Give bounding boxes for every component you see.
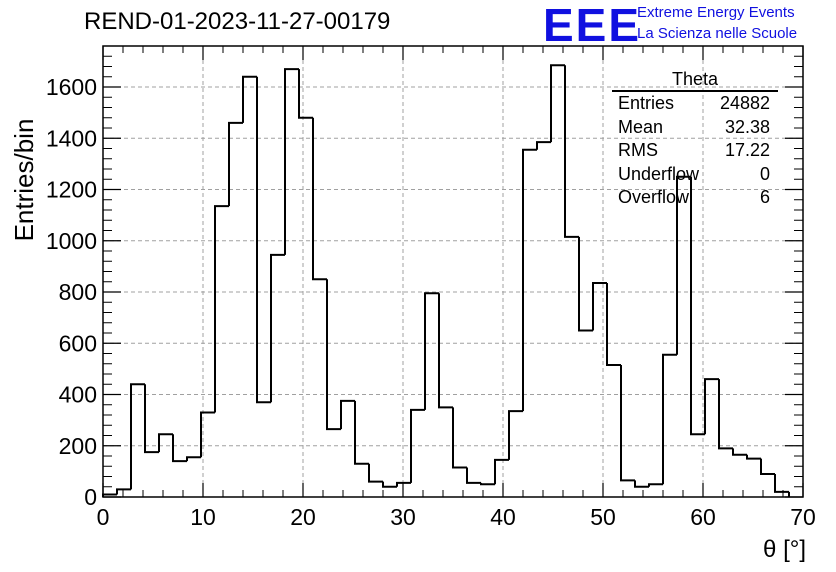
x-tick-label: 60	[690, 504, 716, 530]
stats-value: 24882	[719, 93, 770, 113]
x-tick-label: 40	[490, 504, 516, 530]
histogram-bin	[620, 365, 635, 482]
x-tick-label: 50	[590, 504, 616, 530]
histogram-bin	[676, 175, 691, 355]
histogram-bin	[368, 463, 383, 483]
y-tick-label: 200	[59, 433, 97, 459]
stats-row: Overflow 6	[608, 186, 778, 210]
stats-value: 32.38	[724, 116, 770, 137]
x-tick-label: 30	[390, 504, 416, 530]
histogram-bin	[382, 481, 397, 488]
x-tick-labels: 0 10 20 30 40 50 60 70	[97, 504, 816, 530]
histogram-bin	[564, 65, 579, 238]
histogram-bin	[214, 205, 229, 413]
histogram-bin	[172, 434, 187, 463]
histogram-bin	[536, 141, 551, 150]
histogram-bin	[200, 411, 215, 458]
run-title: REND-01-2023-11-27-00179	[84, 8, 391, 35]
histogram-bin	[130, 383, 145, 490]
stats-row: Underflow 0	[608, 163, 778, 187]
x-tick-label: 0	[97, 504, 110, 530]
histogram-bin	[326, 279, 341, 431]
y-tick-labels: 0 200 400 600 800 1000 1200 1400 1600	[46, 74, 97, 510]
histogram-bin	[662, 353, 677, 485]
histogram-bin	[452, 407, 467, 469]
y-axis-label: Entries/bin	[9, 119, 39, 242]
histogram-bin	[396, 481, 411, 487]
histogram-bin	[732, 448, 747, 456]
histogram-bin	[116, 488, 131, 495]
histogram-bin	[578, 236, 593, 332]
histogram-bin	[410, 408, 425, 483]
histogram-bin	[606, 283, 621, 367]
histogram-bin	[746, 454, 761, 460]
logo-caption-line1: Extreme Energy Events	[637, 4, 795, 21]
histogram-bin	[522, 148, 537, 412]
eee-logo: EEE	[543, 0, 642, 51]
x-tick-label: 10	[190, 504, 216, 530]
histogram-bin	[298, 69, 313, 119]
histogram-bin	[760, 458, 775, 475]
stats-row: Mean 32.38	[608, 116, 778, 140]
y-tick-label: 600	[59, 330, 97, 356]
histogram-bin	[424, 292, 439, 410]
y-tick-label: 1400	[46, 125, 97, 151]
histogram-bin	[718, 379, 733, 450]
stats-box: Theta Entries 24882 Mean 32.38 RMS 17.22…	[608, 68, 778, 210]
histogram-bin	[144, 384, 159, 454]
histogram-bin	[228, 121, 243, 207]
histogram-bin	[186, 456, 201, 462]
histogram-bin	[550, 64, 565, 143]
histogram-bin	[242, 75, 257, 123]
stats-key: Entries	[618, 93, 675, 113]
stats-value: 0	[759, 163, 770, 184]
stats-value: 17.22	[724, 140, 770, 160]
y-tick-label: 800	[59, 279, 97, 305]
histogram-bin	[340, 399, 355, 430]
stats-key: Underflow	[618, 163, 700, 184]
histogram-bin	[592, 282, 607, 331]
histogram-bin	[438, 293, 453, 409]
histogram-bin	[648, 483, 663, 487]
x-tick-label: 20	[290, 504, 316, 530]
histogram-bin	[466, 467, 481, 484]
histogram-bin	[256, 76, 271, 404]
histogram-bin	[704, 378, 719, 435]
stats-row: Entries 24882	[608, 92, 778, 116]
histogram-bin	[494, 458, 509, 485]
x-axis-label: θ [°]	[763, 536, 806, 563]
histogram-bin	[312, 117, 327, 281]
histogram-bin	[774, 473, 789, 493]
plot-frame	[102, 45, 804, 498]
histogram-bin	[690, 176, 705, 436]
y-tick-label: 400	[59, 382, 97, 408]
logo-caption-line2: La Scienza nelle Scuole	[637, 25, 798, 42]
y-tick-label: 1200	[46, 177, 97, 203]
stats-key: RMS	[618, 140, 658, 160]
histogram-bin	[158, 433, 173, 453]
stats-key: Overflow	[618, 187, 690, 207]
histogram-bin	[480, 482, 495, 486]
stats-row: RMS 17.22	[608, 139, 778, 163]
y-tick-label: 0	[84, 484, 97, 510]
histogram-bars	[102, 64, 790, 497]
histogram-bin	[508, 410, 523, 460]
histogram-bin	[270, 253, 285, 403]
y-tick-label: 1000	[46, 228, 97, 254]
y-tick-label: 1600	[46, 74, 97, 100]
stats-value: 6	[759, 187, 770, 207]
histogram-bin	[284, 68, 299, 255]
histogram-bin	[634, 480, 649, 488]
stats-key: Mean	[618, 116, 664, 137]
histogram-bin	[354, 400, 369, 465]
x-tick-label: 70	[790, 504, 816, 530]
stats-title: Theta	[612, 68, 778, 92]
